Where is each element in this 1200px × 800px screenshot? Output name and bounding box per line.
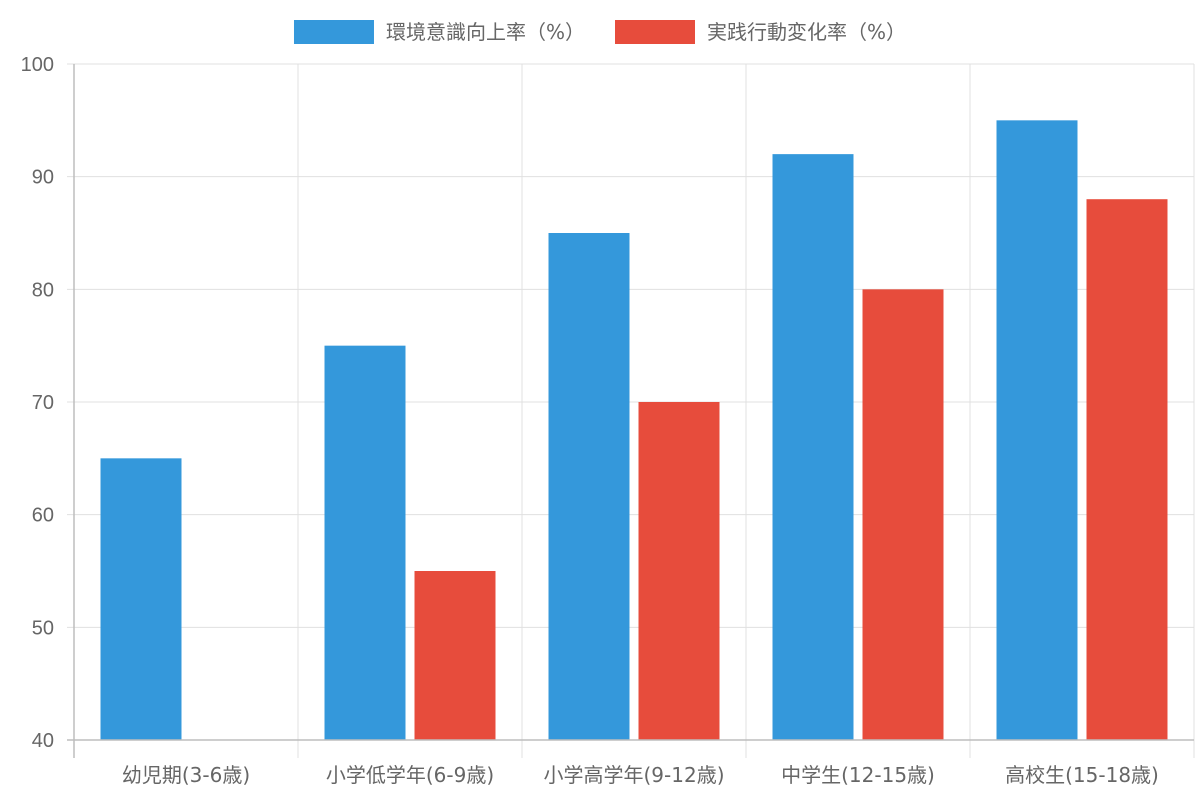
y-tick-label: 100: [21, 54, 54, 76]
x-category-label: 幼児期(3-6歳): [122, 763, 250, 787]
legend-label: 実践行動変化率（%）: [707, 20, 906, 44]
gridlines: [67, 63, 1195, 758]
legend: 環境意識向上率（%） 実践行動変化率（%）: [293, 20, 906, 44]
y-tick-label: 60: [32, 505, 54, 527]
x-category-label: 小学低学年(6-9歳): [326, 763, 494, 787]
y-tick-label: 70: [32, 392, 54, 414]
axes: [67, 64, 1194, 758]
y-tick-label: 40: [32, 730, 54, 752]
bar-series-1-4[interactable]: [772, 154, 854, 741]
bar-series-2-3[interactable]: [638, 402, 720, 740]
legend-swatch[interactable]: [615, 20, 695, 44]
x-category-label: 小学高学年(9-12歳): [544, 763, 725, 787]
y-tick-label: 90: [32, 167, 54, 189]
bar-series-1-1[interactable]: [100, 458, 182, 740]
x-category-label: 高校生(15-18歳): [1005, 763, 1159, 787]
bar-series-2-2[interactable]: [414, 571, 496, 740]
bar-series-1-5[interactable]: [996, 120, 1078, 741]
legend-swatch[interactable]: [293, 20, 374, 44]
bars: [100, 120, 1168, 741]
y-tick-label: 50: [32, 617, 54, 639]
x-category-label: 中学生(12-15歳): [781, 763, 935, 787]
bar-series-2-5[interactable]: [1086, 199, 1168, 740]
bar-series-2-4[interactable]: [862, 289, 944, 740]
bar-series-1-2[interactable]: [324, 345, 406, 740]
x-axis-labels: 幼児期(3-6歳) 小学低学年(6-9歳) 小学高学年(9-12歳) 中学生(12-1…: [122, 763, 1159, 787]
y-axis-ticks: 40 50 60 70 80 90 100: [21, 54, 54, 752]
bar-series-1-3[interactable]: [548, 233, 630, 740]
y-tick-label: 80: [32, 279, 54, 301]
legend-label: 環境意識向上率（%）: [386, 20, 585, 44]
